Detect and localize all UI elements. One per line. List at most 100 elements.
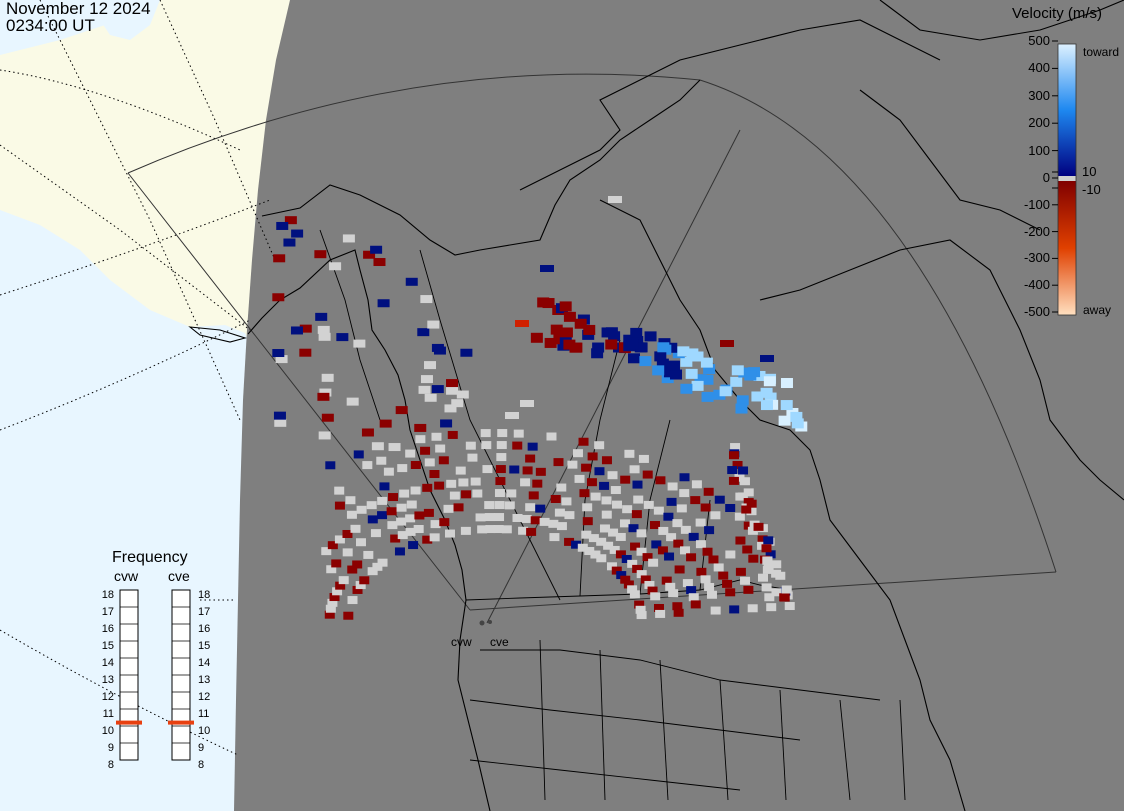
echo-cell [627,585,638,594]
echo-cell [494,501,505,510]
echo-cell [642,553,653,562]
graticule-line [39,0,241,421]
echo-cell [735,567,746,576]
echo-cell [342,234,355,243]
echo-cell [596,554,607,563]
echo-cell [405,527,416,536]
echo-cell [395,406,408,415]
coastline-labrador [759,239,1124,501]
echo-cell [744,370,757,381]
echo-cell [757,573,768,582]
echo-cell [743,521,754,530]
site-label-cvw: cvw [451,635,472,649]
echo-cell [746,499,757,508]
echo-cell [608,331,621,342]
freq-tick-label-cvw: 12 [101,691,114,703]
echo-cell [367,567,378,576]
echo-cell [319,388,332,397]
echo-cell [273,254,286,263]
border-us-state [659,659,669,801]
freq-tick-label-cvw: 9 [107,742,114,754]
echo-cell [784,602,795,611]
echo-cell [438,456,449,465]
echo-cell [652,365,665,376]
echo-cell [591,348,604,359]
freq-grid-lines [120,606,190,761]
echo-cell [779,593,790,602]
echo-cell [329,262,342,271]
echo-cell [314,250,327,259]
echo-cell [347,565,358,574]
echo-cell [465,441,476,450]
echo-cell [540,265,554,272]
echo-cell [574,318,587,329]
echo-cell [708,555,719,564]
coastline-islands [519,19,941,191]
coastlines [188,0,1124,811]
echo-cell [601,456,612,465]
echo-cell [727,466,738,475]
echo-cell [446,386,459,395]
echo-cell [347,596,358,605]
echo-cell [581,530,592,539]
echo-cell [424,361,437,370]
echo-cell [353,339,366,348]
echo-cell [359,576,370,585]
echo-cell [735,492,746,501]
echo-cell [587,452,598,461]
echo-cell [658,526,669,535]
echo-cell [622,505,633,514]
echo-cell [512,441,523,450]
velocity-tick-label: 400 [1028,60,1050,76]
echo-cell [422,535,433,544]
freq-marker-cve [168,720,194,725]
echo-cell [366,501,377,510]
echo-cell [410,486,421,495]
echo-cell [377,496,388,505]
echo-cell [472,489,483,498]
echo-cell [579,489,590,498]
echo-cell [742,545,753,554]
echo-cell [601,327,614,338]
echo-cell [578,437,589,446]
freq-tick-label-cvw: 15 [101,640,114,652]
echo-cell [397,464,408,473]
velocity-bar-away [1058,181,1076,315]
echo-cell [626,339,639,350]
echo-cell [714,495,725,504]
echo-cell [550,324,563,335]
freq-tick-label-cve: 9 [198,742,205,754]
echo-cell [704,582,715,591]
velocity-away-label: away [1083,303,1112,317]
echo-cell [427,320,440,329]
echo-cell [616,571,627,580]
echo-cell [275,355,288,364]
echo-cell [546,432,557,441]
echo-cell [494,513,505,522]
echo-cell [343,611,354,620]
freq-tick-label-cve: 14 [198,657,211,669]
echo-cell [663,512,674,521]
echo-cell [321,413,334,422]
echo-cell [413,525,424,534]
echo-cell [353,450,364,459]
echo-cell [537,297,550,308]
coastline-peninsula [188,326,247,343]
echo-cell [414,511,425,520]
echo-cell [730,443,741,452]
echo-cell [342,529,353,538]
velocity-tick-label: 100 [1028,142,1050,158]
echo-cell [619,519,630,528]
echo-cell [590,550,601,559]
echo-cell [390,534,401,543]
echo-cell [331,559,342,568]
echo-cell [497,429,508,438]
echo-cell [430,520,441,529]
echo-cell [781,585,792,594]
echo-cell [376,456,387,465]
echo-cell [700,357,713,368]
echo-cell [627,353,640,364]
freq-tick-label-cve: 15 [198,640,211,652]
echo-cell [738,466,749,475]
echo-cell [414,423,427,432]
